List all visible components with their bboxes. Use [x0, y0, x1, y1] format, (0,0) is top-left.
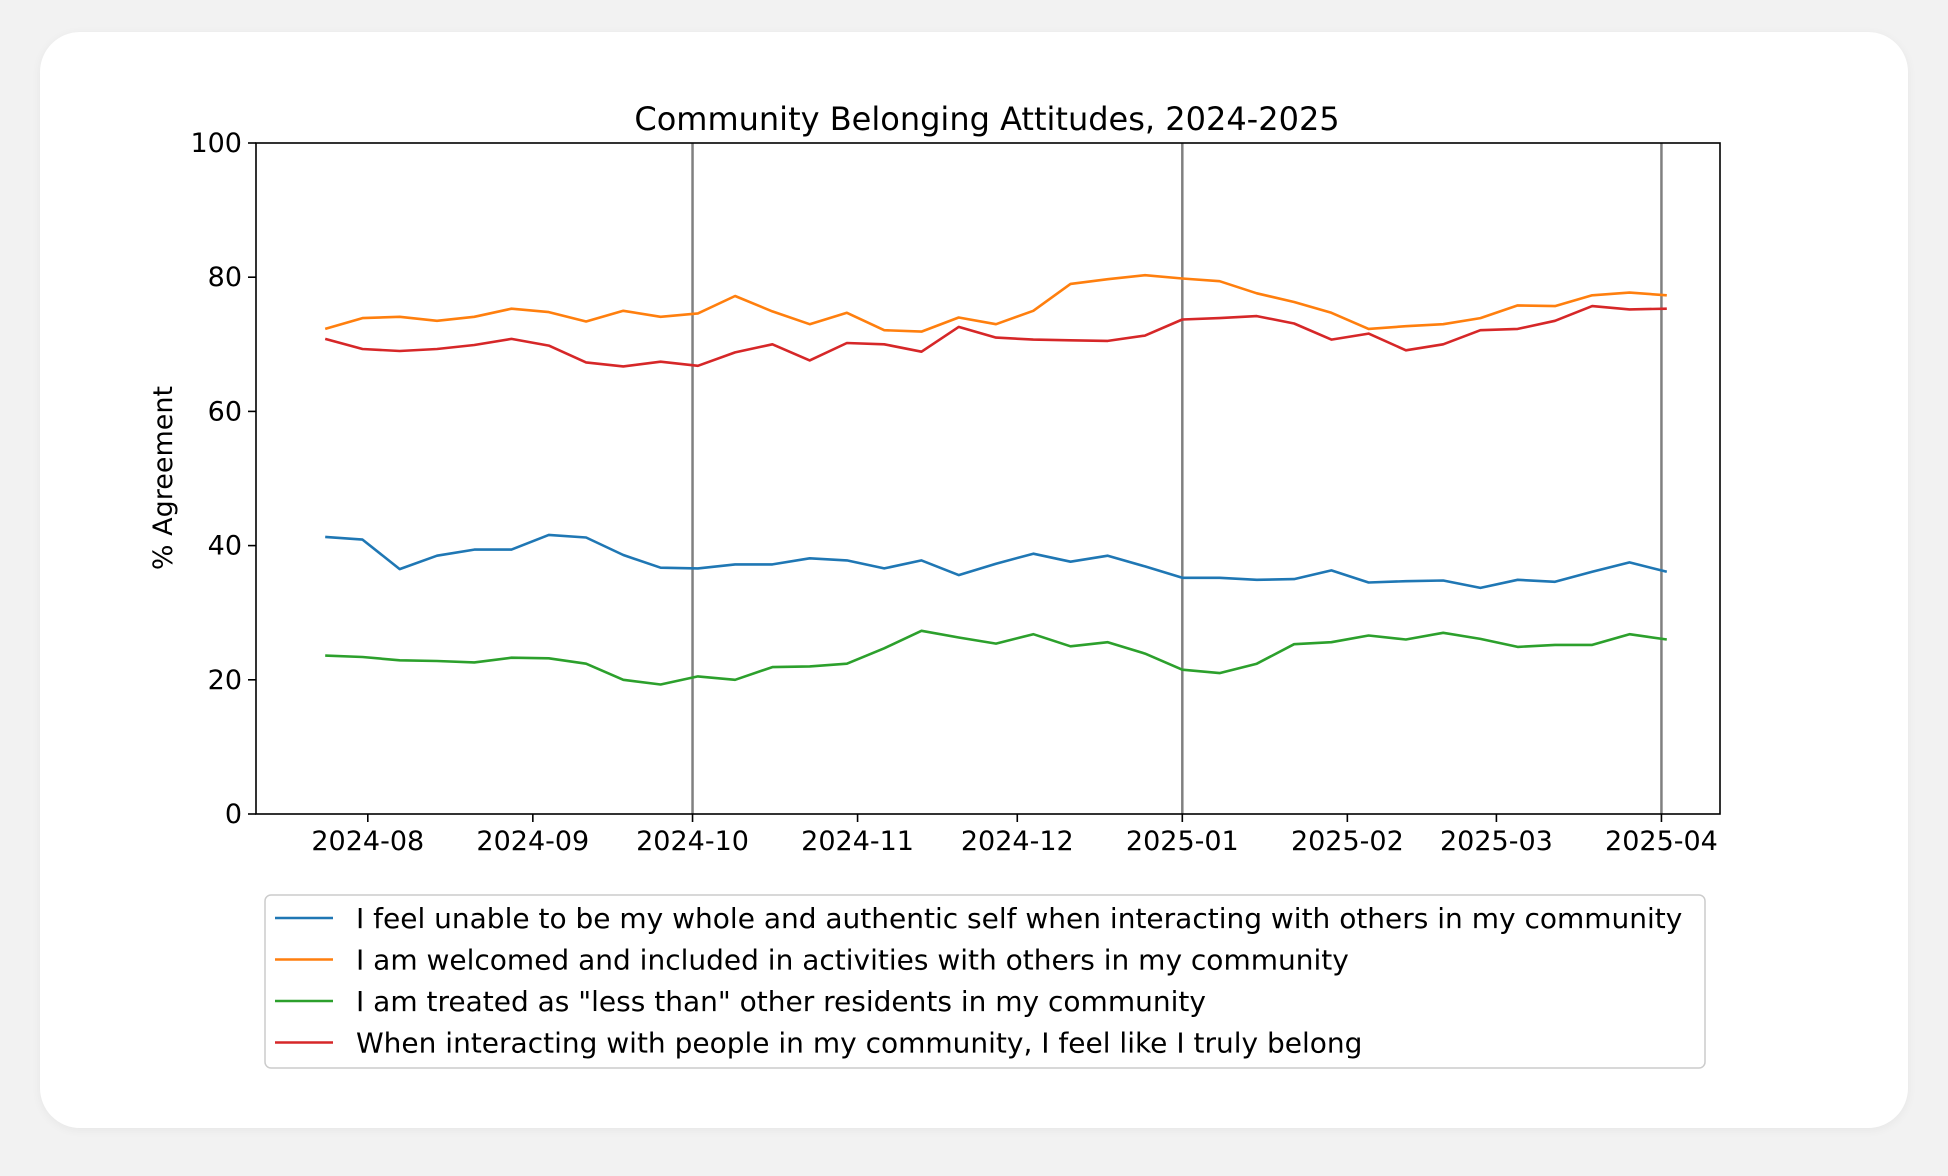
series-line-3 — [325, 629, 1667, 686]
legend-label-2: I am welcomed and included in activities… — [356, 944, 1349, 977]
x-tick-label: 2024-11 — [801, 826, 914, 857]
y-tick-label: 60 — [208, 396, 242, 427]
x-axis-ticks: 2024-08 2024-09 2024-10 2024-11 2024-12 2025-… — [311, 814, 1718, 857]
y-tick-label: 80 — [208, 262, 242, 293]
y-tick-label: 40 — [208, 531, 242, 562]
series-lines — [324, 273, 1668, 686]
y-axis-label: % Agreement — [148, 386, 179, 570]
y-tick-label: 100 — [190, 128, 242, 159]
legend: I feel unable to be my whole and authent… — [275, 902, 1682, 1060]
x-tick-label: 2025-02 — [1291, 826, 1404, 857]
chart-title: Community Belonging Attitudes, 2024-2025 — [634, 100, 1339, 138]
legend-label-4: When interacting with people in my commu… — [356, 1027, 1362, 1060]
series-line-4 — [324, 304, 1667, 368]
x-tick-label: 2025-01 — [1126, 826, 1239, 857]
plot-frame — [255, 142, 1721, 815]
y-axis-ticks: 0 20 40 60 80 100 — [190, 128, 256, 830]
series-line-2 — [324, 273, 1667, 333]
series-line-1 — [325, 533, 1668, 590]
x-tick-label: 2025-03 — [1440, 826, 1553, 857]
x-tick-label: 2024-10 — [636, 826, 749, 857]
x-tick-label: 2024-09 — [476, 826, 589, 857]
y-tick-label: 20 — [208, 665, 242, 696]
legend-label-3: I am treated as "less than" other reside… — [356, 985, 1206, 1018]
x-tick-label: 2024-08 — [311, 826, 424, 857]
y-tick-label: 0 — [225, 799, 242, 830]
vertical-markers — [691, 143, 1663, 814]
x-tick-label: 2025-04 — [1605, 826, 1718, 857]
legend-label-1: I feel unable to be my whole and authent… — [356, 902, 1682, 935]
x-tick-label: 2024-12 — [961, 826, 1074, 857]
legend-box — [264, 894, 1706, 1069]
